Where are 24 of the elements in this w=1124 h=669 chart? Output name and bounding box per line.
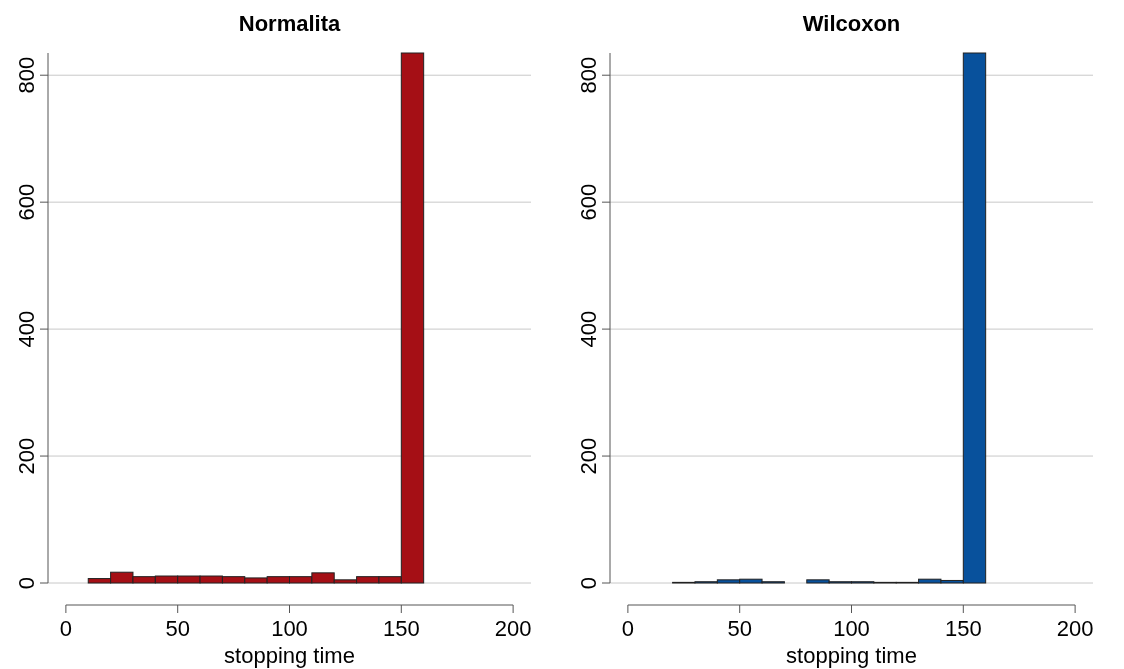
y-tick-label: 800 [576,56,601,94]
x-tick-label: 100 [833,616,870,641]
x-tick-label: 150 [382,616,420,641]
x-axis-title: stopping time [224,643,355,668]
y-tick-label: 0 [576,576,601,590]
y-tick-label: 200 [576,437,601,475]
y-tick-label: 200 [14,437,39,475]
chart-title: Wilcoxon [802,11,901,36]
x-tick-label: 150 [944,616,982,641]
x-axis-title: stopping time [786,643,917,668]
chart-title: Normalita [238,11,341,36]
y-tick-label: 800 [14,56,39,94]
x-tick-label: 0 [621,616,635,641]
y-tick-label: 600 [14,183,39,221]
x-tick-label: 50 [165,616,190,641]
y-tick-label: 400 [14,310,39,348]
x-tick-label: 50 [727,616,752,641]
y-tick-label: 400 [576,310,601,348]
x-tick-label: 200 [494,616,532,641]
x-tick-label: 200 [1056,616,1094,641]
y-tick-label: 600 [576,183,601,221]
y-tick-label: 0 [14,576,39,590]
x-tick-label: 100 [271,616,308,641]
x-tick-label: 0 [59,616,73,641]
